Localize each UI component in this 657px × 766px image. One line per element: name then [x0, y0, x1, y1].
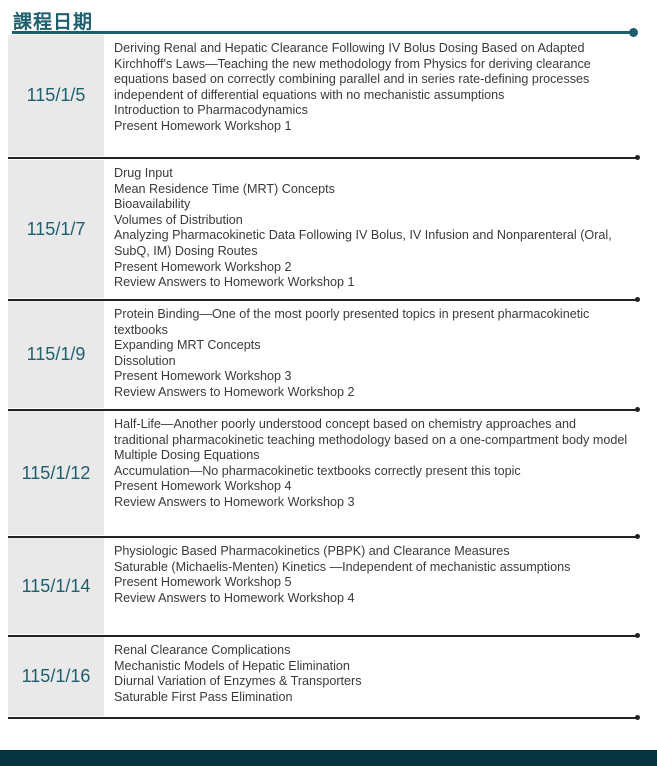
- topic-item: Drug Input: [114, 166, 173, 180]
- topic-item: Mechanistic Models of Hepatic Eliminatio…: [114, 658, 350, 673]
- topic-item: Multiple Dosing Equations: [114, 448, 260, 463]
- session-topics: Renal Clearance Complications Mechanistic…: [114, 643, 634, 705]
- topic-item: Review Answers to Homework Workshop 2: [114, 384, 355, 399]
- session-topics: Deriving Renal and Hepatic Clearance Fol…: [114, 41, 634, 135]
- topic-item: Mean Residence Time (MRT) Concepts: [114, 181, 335, 196]
- title-divider: [12, 31, 634, 34]
- topic-item: Bioavailability: [114, 197, 191, 212]
- topic-item: Dissolution: [114, 353, 176, 368]
- topic-item: Analyzing Pharmacokinetic Data Following…: [114, 228, 612, 258]
- session-topics: Protein Binding—One of the most poorly p…: [114, 307, 634, 401]
- topic-item: Review Answers to Homework Workshop 1: [114, 275, 355, 290]
- session-topics: Drug Input Mean Residence Time (MRT) Conc…: [114, 166, 634, 291]
- row-divider: [8, 407, 640, 412]
- topic-item: Review Answers to Homework Workshop 4: [114, 590, 355, 605]
- session-topics: Half-Life—Another poorly understood conc…: [114, 417, 634, 511]
- session-date: 115/1/5: [8, 35, 104, 156]
- session-date: 115/1/7: [8, 160, 104, 298]
- topic-item: Protein Binding—One of the most poorly p…: [114, 307, 590, 337]
- session-topics: Physiologic Based Pharmacokinetics (PBPK…: [114, 544, 634, 606]
- divider-dot: [629, 28, 638, 37]
- session-date: 115/1/16: [8, 637, 104, 716]
- session-row: 115/1/16 Renal Clearance Complications Mec…: [8, 637, 640, 720]
- topic-item: Saturable First Pass Elimination: [114, 689, 293, 704]
- topic-item: Saturable (Michaelis-Menten) Kinetics —I…: [114, 559, 571, 574]
- footer-bar: [0, 750, 657, 766]
- row-divider: [8, 297, 640, 302]
- topic-item: Accumulation—No pharmacokinetic textbook…: [114, 463, 521, 478]
- row-divider: [8, 633, 640, 638]
- session-date: 115/1/12: [8, 411, 104, 535]
- session-date: 115/1/9: [8, 301, 104, 408]
- session-date: 115/1/14: [8, 538, 104, 634]
- topic-item: Review Answers to Homework Workshop 3: [114, 494, 355, 509]
- row-divider: [8, 155, 640, 160]
- session-row: 115/1/7 Drug Input Mean Residence Time (MR…: [8, 160, 640, 302]
- session-row: 115/1/5 Deriving Renal and Hepatic Cleara…: [8, 35, 640, 160]
- topic-item: Introduction to Pharmacodynamics: [114, 103, 308, 118]
- topic-item: Volumes of Distribution: [114, 212, 243, 227]
- topic-item: Deriving Renal and Hepatic Clearance Fol…: [114, 41, 591, 102]
- page-title: 課程日期: [13, 11, 94, 33]
- session-row: 115/1/9 Protein Binding—One of the most p…: [8, 301, 640, 412]
- topic-item: Expanding MRT Concepts: [114, 338, 261, 353]
- topic-item: Present Homework Workshop 3: [114, 369, 292, 384]
- topic-item: Diurnal Variation of Enzymes & Transport…: [114, 674, 362, 689]
- topic-item: Present Homework Workshop 1: [114, 118, 292, 133]
- topic-item: Renal Clearance Complications: [114, 643, 291, 657]
- topic-item: Physiologic Based Pharmacokinetics (PBPK…: [114, 544, 510, 558]
- row-divider: [8, 534, 640, 539]
- topic-item: Present Homework Workshop 5: [114, 575, 292, 590]
- topic-item: Present Homework Workshop 2: [114, 259, 292, 274]
- row-divider: [8, 715, 640, 720]
- session-row: 115/1/14 Physiologic Based Pharmacokineti…: [8, 538, 640, 638]
- session-row: 115/1/12 Half-Life—Another poorly underst…: [8, 411, 640, 539]
- topic-item: Present Homework Workshop 4: [114, 479, 292, 494]
- topic-item: Half-Life—Another poorly understood conc…: [114, 417, 628, 447]
